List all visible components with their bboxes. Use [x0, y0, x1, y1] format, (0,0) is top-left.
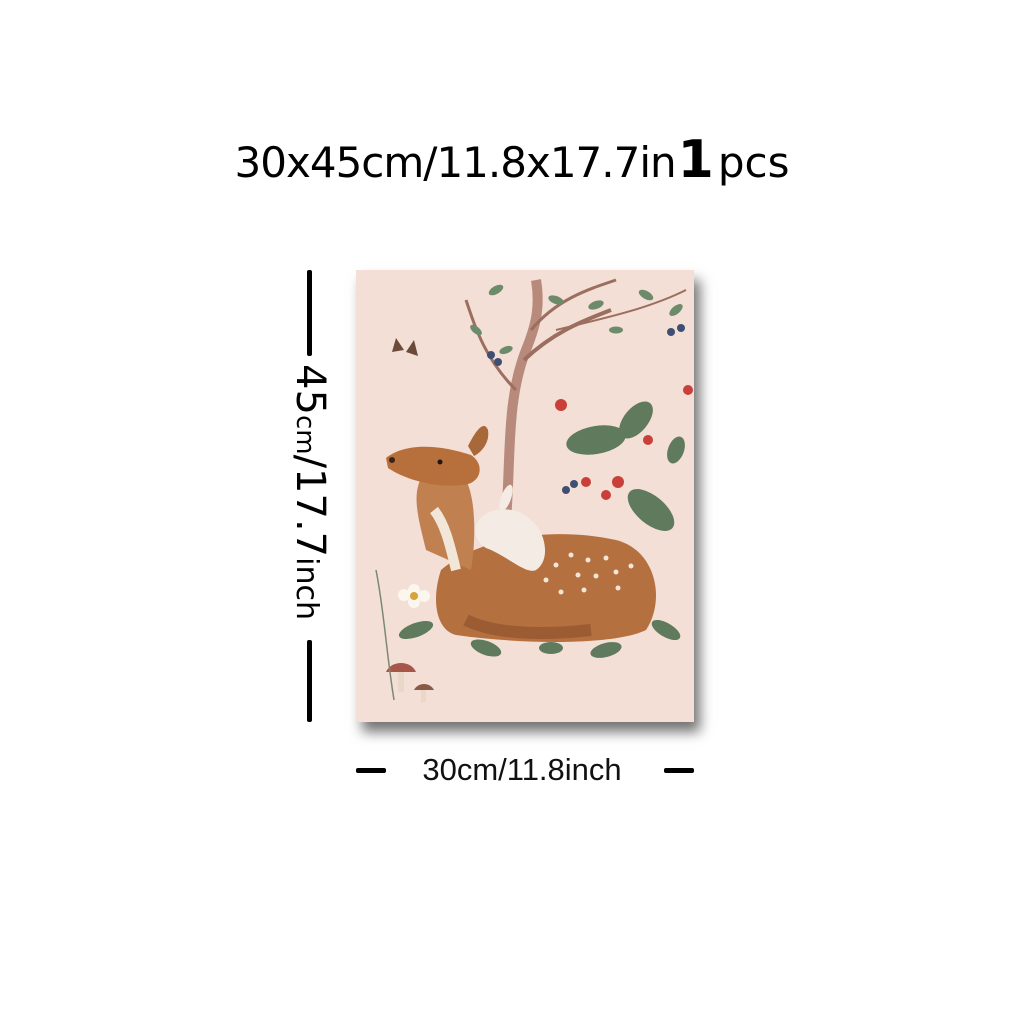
height-dimension-line-bottom: [307, 640, 312, 722]
deer-artwork: [356, 270, 694, 722]
size-headline: 30x45cm/11.8x17.7in1pcs: [0, 134, 1024, 186]
width-dimension-label: 30cm/11.8inch: [422, 752, 622, 787]
height-number: 45: [287, 364, 333, 415]
headline-quantity-unit: pcs: [717, 138, 790, 187]
height-inch-value: /17.7: [287, 454, 333, 558]
headline-size: 30x45cm/11.8x17.7in: [234, 138, 677, 187]
width-dimension-line-right: [664, 768, 694, 773]
headline-quantity-number: 1: [677, 130, 714, 190]
height-dimension-label: 45cm/17.7inch: [287, 364, 333, 620]
canvas-print: [356, 270, 694, 722]
width-dimension-line-left: [356, 768, 386, 773]
height-dimension-line-top: [307, 270, 312, 356]
height-unit-cm: cm: [290, 414, 320, 455]
height-unit-inch: inch: [289, 557, 324, 620]
